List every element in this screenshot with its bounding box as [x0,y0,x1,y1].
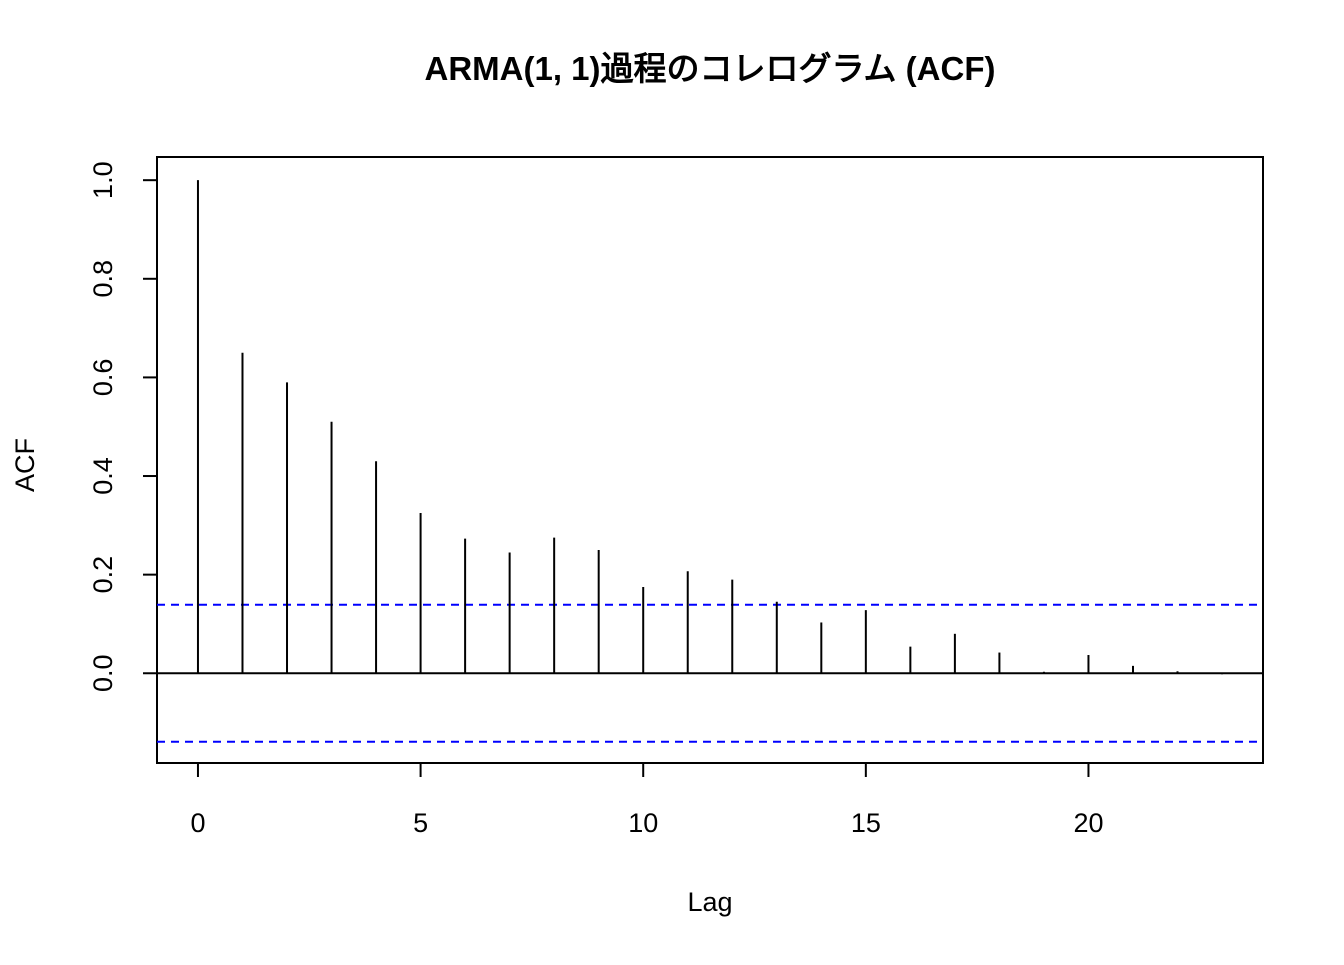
y-tick-label: 0.0 [88,654,118,692]
x-axis-label: Lag [687,887,732,917]
y-tick-label: 0.4 [88,457,118,495]
y-tick-label: 0.2 [88,556,118,594]
y-tick-label: 0.6 [88,359,118,397]
x-tick-label: 5 [413,808,428,838]
x-tick-label: 15 [851,808,881,838]
x-tick-label: 0 [190,808,205,838]
x-tick-label: 10 [628,808,658,838]
plot-frame [156,156,1264,764]
x-tick-label: 20 [1073,808,1103,838]
y-tick-label: 0.8 [88,260,118,298]
y-axis-label: ACF [10,438,40,492]
marks-layer: 0 5 10 15 20 0.0 0.2 0.4 0.6 0.8 1.0 [88,156,1264,838]
y-tick-label: 1.0 [88,161,118,199]
chart-title: ARMA(1, 1)過程のコレログラム (ACF) [425,50,996,87]
